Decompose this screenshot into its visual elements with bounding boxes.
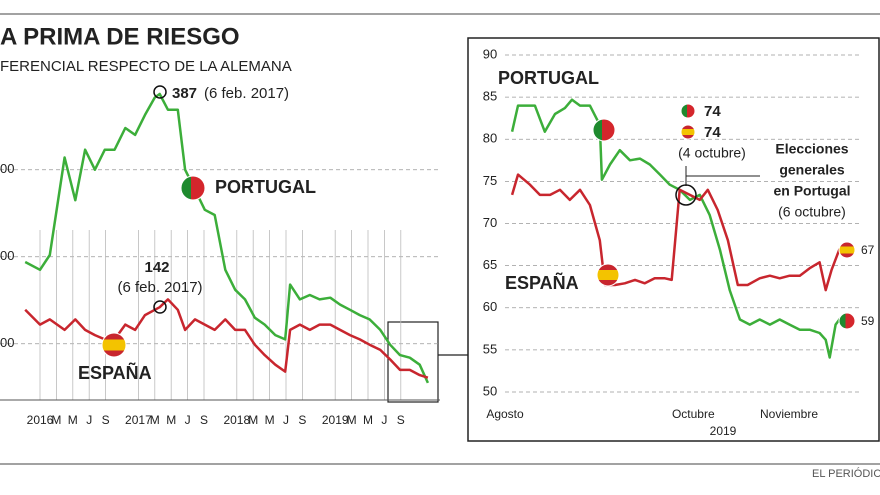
x-tick-label: S xyxy=(102,413,110,427)
y-tick-label: 00 xyxy=(0,161,14,176)
portugal-flag xyxy=(180,175,206,201)
y-tick-label: 60 xyxy=(483,299,497,314)
series-line xyxy=(510,173,841,292)
portugal-flag xyxy=(838,312,856,330)
y-tick-label: 80 xyxy=(483,131,497,146)
y-tick-label: 70 xyxy=(483,215,497,230)
peak-marker xyxy=(153,300,167,314)
x-tick-label: 2018 xyxy=(223,413,250,427)
series-line xyxy=(24,298,429,379)
election-marker xyxy=(675,184,697,206)
title: A PRIMA DE RIESGO xyxy=(0,23,240,50)
annotation: Elecciones xyxy=(775,141,848,157)
x-tick-label: Noviembre xyxy=(760,407,818,421)
x-tick-label: 2017 xyxy=(125,413,152,427)
spain-flag xyxy=(101,332,127,358)
x-tick-label: J xyxy=(185,413,191,427)
x-tick-label: M xyxy=(363,413,373,427)
annotation: (6 feb. 2017) xyxy=(204,85,289,102)
x-tick-label: S xyxy=(298,413,306,427)
x-tick-label: M xyxy=(51,413,61,427)
zoom-box xyxy=(387,321,439,403)
subtitle: FERENCIAL RESPECTO DE LA ALEMANA xyxy=(0,58,292,75)
series-line xyxy=(24,92,430,384)
x-tick-label: M xyxy=(150,413,160,427)
portugal-flag xyxy=(680,103,696,119)
annotation: (6 feb. 2017) xyxy=(117,279,202,296)
x-tick-label: Agosto xyxy=(486,407,524,421)
x-tick-label: M xyxy=(166,413,176,427)
portugal-flag xyxy=(592,118,616,142)
spain-flag xyxy=(680,124,696,140)
x-tick-label: J xyxy=(86,413,92,427)
y-tick-label: 55 xyxy=(483,341,497,356)
x-tick-label: M xyxy=(248,413,258,427)
spain-flag xyxy=(596,263,620,287)
x-tick-label: S xyxy=(200,413,208,427)
y-tick-label: 90 xyxy=(483,46,497,61)
end-label: 67 xyxy=(861,243,875,257)
y-tick-label: 65 xyxy=(483,257,497,272)
y-tick-label: 50 xyxy=(483,383,497,398)
x-tick-label: 2019 xyxy=(322,413,349,427)
end-label: 59 xyxy=(861,314,875,328)
zoom-panel xyxy=(467,37,880,442)
annotation: (6 octubre) xyxy=(778,204,846,220)
x-tick-label: S xyxy=(397,413,405,427)
x-axis-label: 2019 xyxy=(710,424,737,438)
series-label: PORTUGAL xyxy=(215,177,316,197)
x-tick-label: J xyxy=(381,413,387,427)
x-tick-label: 2016 xyxy=(27,413,54,427)
x-tick-label: Octubre xyxy=(672,407,715,421)
annotation: 74 xyxy=(704,124,721,141)
y-tick-label: 85 xyxy=(483,89,497,104)
annotation: en Portugal xyxy=(773,183,850,199)
series-label: ESPAÑA xyxy=(78,362,152,383)
spain-flag xyxy=(838,241,856,259)
annotation: 387 xyxy=(172,85,197,102)
series-label: ESPAÑA xyxy=(505,272,579,293)
x-tick-label: M xyxy=(347,413,357,427)
annotation: generales xyxy=(779,162,845,178)
source: EL PERIÓDIC xyxy=(812,467,880,480)
x-tick-label: M xyxy=(68,413,78,427)
y-tick-label: 00 xyxy=(0,248,14,263)
annotation: 142 xyxy=(144,259,169,276)
annotation: 74 xyxy=(704,103,721,120)
y-tick-label: 00 xyxy=(0,335,14,350)
peak-marker xyxy=(153,85,167,99)
y-tick-label: 75 xyxy=(483,173,497,188)
series-label: PORTUGAL xyxy=(498,68,599,88)
annotation: (4 octubre) xyxy=(678,145,746,161)
x-tick-label: M xyxy=(265,413,275,427)
x-tick-label: J xyxy=(283,413,289,427)
